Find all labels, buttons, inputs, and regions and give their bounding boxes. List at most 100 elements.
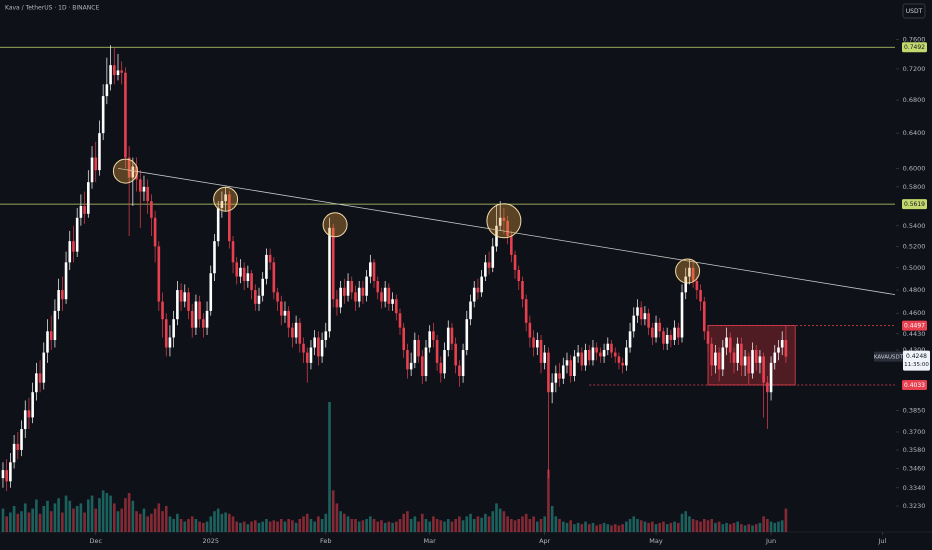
candle-body xyxy=(287,310,290,328)
volume-bar xyxy=(365,519,368,532)
candle-body xyxy=(90,157,94,183)
level-label: 0.7492 xyxy=(904,44,925,51)
candle-body xyxy=(621,362,624,366)
volume-bar xyxy=(773,522,777,532)
y-tick-label: 0.3340 xyxy=(903,484,926,492)
volume-bar xyxy=(324,513,328,532)
volume-bar xyxy=(1,508,5,532)
candle-body xyxy=(651,327,654,338)
volume-bar xyxy=(439,520,443,532)
candle-body xyxy=(116,70,120,76)
candle-body xyxy=(9,462,12,482)
candle-body xyxy=(591,347,595,361)
candle-body xyxy=(250,273,253,291)
volume-bar xyxy=(535,521,539,532)
candle-body xyxy=(157,246,161,302)
candle-body xyxy=(172,319,175,338)
volume-bar xyxy=(135,511,138,532)
candle-body xyxy=(413,339,417,363)
candle-body xyxy=(72,241,75,252)
volume-bar xyxy=(257,522,261,532)
x-tick-label: May xyxy=(649,537,663,545)
candle-body xyxy=(142,186,146,192)
volume-bar xyxy=(695,520,699,532)
y-tick-label: 0.3850 xyxy=(903,406,926,414)
volume-bar xyxy=(446,519,450,532)
volume-bar xyxy=(350,519,354,532)
candle-body xyxy=(465,319,469,351)
y-tick-label: 0.5200 xyxy=(903,242,926,250)
candle-body xyxy=(394,299,398,314)
volume-bar xyxy=(138,513,142,532)
candle-body xyxy=(105,84,109,97)
volume-bar xyxy=(313,521,316,532)
volume-bar xyxy=(435,519,439,532)
candle-body xyxy=(428,331,431,348)
candle-body xyxy=(291,327,294,338)
candle-body xyxy=(487,262,491,268)
volume-bar xyxy=(591,522,595,532)
candle-body xyxy=(231,241,235,263)
volume-bar xyxy=(717,521,721,532)
volume-bar xyxy=(298,519,302,532)
volume-bar xyxy=(357,521,361,532)
candle-body xyxy=(673,327,676,340)
volume-bar xyxy=(688,516,691,532)
y-tick-label: 0.3700 xyxy=(903,428,926,436)
candle-body xyxy=(766,382,769,393)
candle-body xyxy=(443,350,446,374)
volume-bar xyxy=(628,519,632,532)
volume-bar xyxy=(728,524,732,532)
y-tick-label: 0.3460 xyxy=(903,465,926,473)
candle-body xyxy=(198,301,201,320)
volume-bar xyxy=(417,521,420,532)
candle-body xyxy=(328,227,331,332)
y-tick-label: 0.4800 xyxy=(903,286,926,294)
volume-bar xyxy=(669,522,673,532)
volume-bar xyxy=(510,519,513,532)
candle-body xyxy=(213,241,216,274)
candle-body xyxy=(561,365,565,379)
candle-body xyxy=(57,290,60,311)
y-tick-label: 0.5400 xyxy=(903,222,926,230)
candle-body xyxy=(710,343,713,366)
candle-body xyxy=(736,343,739,363)
candle-body xyxy=(472,287,476,302)
candle-body xyxy=(94,157,98,171)
candle-body xyxy=(61,290,64,300)
candle-body xyxy=(484,262,487,277)
volume-bar xyxy=(651,521,654,532)
candle-body xyxy=(669,335,673,340)
symbol-box xyxy=(874,351,903,362)
volume-bar xyxy=(625,521,628,532)
candle-body xyxy=(253,290,257,304)
candle-body xyxy=(573,356,576,377)
volume-bar xyxy=(554,516,558,532)
candle-body xyxy=(294,322,298,338)
volume-bar xyxy=(116,511,120,532)
currency-label[interactable]: USDT xyxy=(906,8,923,15)
volume-bar xyxy=(183,521,187,532)
candle-body xyxy=(190,310,194,328)
volume-bar xyxy=(495,503,498,532)
volume-bar xyxy=(23,503,27,532)
volume-bar xyxy=(662,521,665,532)
current-price-label: 0.4248 xyxy=(906,353,927,360)
volume-bar xyxy=(272,520,276,532)
candle-body xyxy=(532,337,535,348)
candle-body xyxy=(417,339,420,357)
volume-bar xyxy=(317,516,320,532)
volume-bar xyxy=(68,500,72,532)
volume-bar xyxy=(246,524,250,532)
candle-body xyxy=(688,267,691,277)
volume-bar xyxy=(621,524,624,532)
candle-body xyxy=(391,299,394,304)
candle-body xyxy=(777,347,780,353)
volume-bar xyxy=(220,513,224,532)
candle-body xyxy=(654,322,658,338)
candle-body xyxy=(424,347,428,377)
currency-box[interactable] xyxy=(902,3,926,19)
candle-body xyxy=(161,301,164,320)
volume-bar xyxy=(484,513,487,532)
volume-bar xyxy=(513,520,517,532)
